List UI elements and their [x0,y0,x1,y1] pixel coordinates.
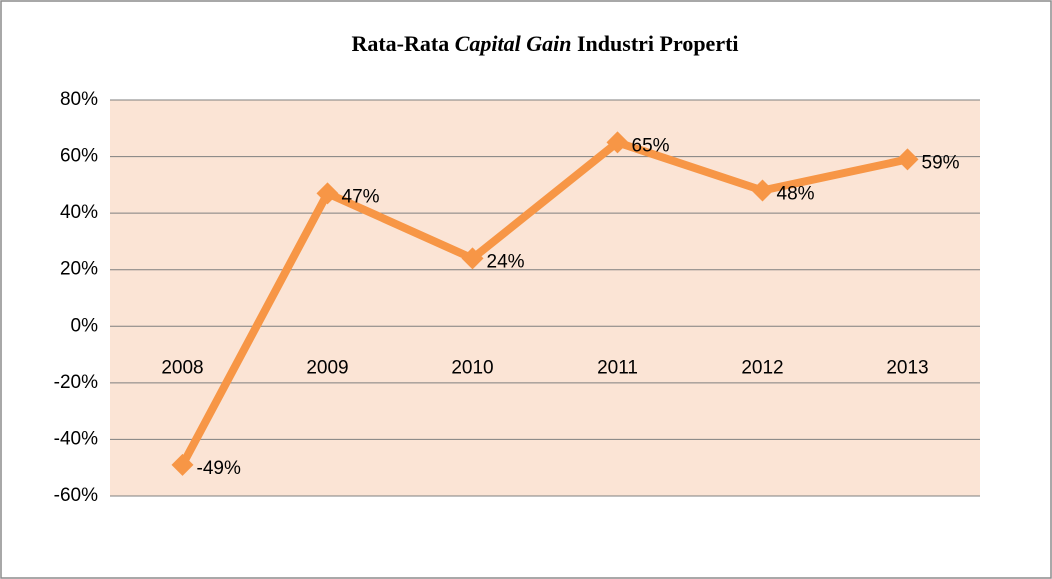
x-tick-label: 2009 [306,357,348,378]
y-tick-label: 0% [71,315,99,336]
x-tick-label: 2011 [597,357,638,378]
data-label: 47% [342,186,380,207]
data-marker [751,179,774,202]
data-label: -49% [197,458,241,479]
x-tick-label: 2012 [741,357,783,378]
series-line [178,138,909,467]
data-marker [171,453,194,476]
x-tick-label: 2008 [161,357,203,378]
y-tick-label: -60% [54,485,98,506]
data-label: 65% [632,135,670,156]
chart-title: Rata-Rata Capital Gain Industri Properti [351,31,738,56]
data-label: 24% [487,251,525,272]
y-tick-label: -40% [54,428,98,449]
data-marker [896,148,919,171]
data-marker [461,247,484,270]
y-tick-label: -20% [54,372,98,393]
y-tick-label: 20% [60,259,98,280]
x-tick-label: 2010 [451,357,493,378]
x-tick-label: 2013 [886,357,928,378]
title-part: Industri Properti [577,31,739,56]
title-part: Rata-Rata [351,31,449,56]
data-label: 59% [922,152,960,173]
y-tick-label: 80% [60,89,98,110]
y-tick-label: 40% [60,202,98,223]
y-tick-label: 60% [60,146,98,167]
plot-area [110,100,980,496]
title-part: Capital Gain [455,31,572,56]
data-marker [606,131,629,154]
data-label: 48% [777,184,815,205]
data-marker [316,182,339,205]
